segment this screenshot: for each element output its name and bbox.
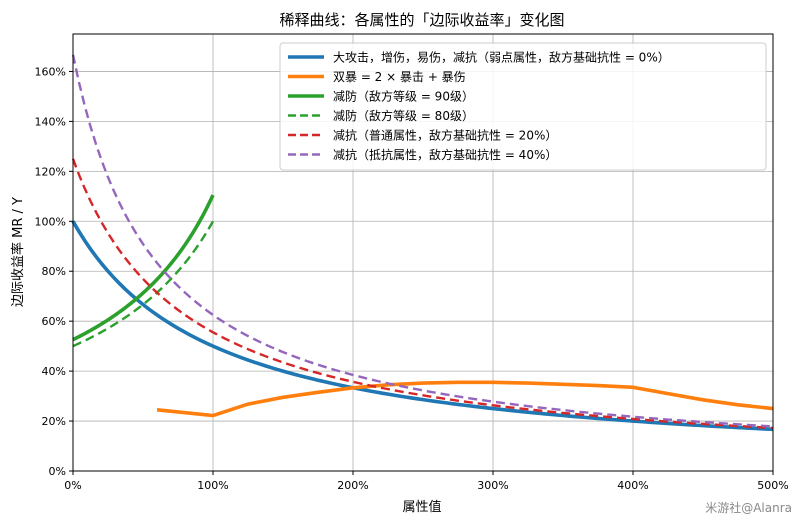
legend-label-3: 减防（敌方等级 = 90级） <box>333 89 474 104</box>
legend-label-2: 双暴 = 2 × 暴击 + 暴伤 <box>333 70 466 84</box>
y-tick-label-140: 140% <box>35 115 66 128</box>
x-axis-title: 属性值 <box>402 499 441 515</box>
y-tick-label-100: 100% <box>35 215 66 228</box>
y-axis: 0% 20% 40% 60% 80% 100% 120% 140% 160% <box>35 65 73 478</box>
y-tick-label-20: 20% <box>42 415 66 428</box>
y-tick-label-40: 40% <box>42 365 66 378</box>
y-tick-label-60: 60% <box>42 315 66 328</box>
x-tick-label-100: 100% <box>197 479 228 492</box>
chart-title: 稀释曲线：各属性的「边际收益率」变化图 <box>279 11 564 29</box>
legend: 大攻击，增伤，易伤，减抗（弱点属性，敌方基础抗性 = 0%） 双暴 = 2 × 暴… <box>279 42 767 171</box>
y-tick-label-160: 160% <box>35 65 66 78</box>
legend-label-4: 减防（敌方等级 = 80级） <box>333 108 474 123</box>
x-tick-label-500: 500% <box>757 479 788 492</box>
x-tick-label-300: 300% <box>477 479 508 492</box>
watermark: 米游社@Alanra <box>705 500 792 515</box>
y-tick-label-120: 120% <box>35 165 66 178</box>
y-tick-label-80: 80% <box>42 265 66 278</box>
series-line-2 <box>156 380 774 418</box>
legend-label-1: 大攻击，增伤，易伤，减抗（弱点属性，敌方基础抗性 = 0%） <box>333 50 670 65</box>
series-line-4 <box>72 220 215 348</box>
plot-frame <box>72 33 774 472</box>
legend-box <box>279 42 767 171</box>
x-tick-label-200: 200% <box>337 479 368 492</box>
y-tick-label-0: 0% <box>49 465 66 478</box>
y-axis-title: 边际收益率 MR / Y <box>10 197 26 307</box>
series-line-3 <box>72 194 215 342</box>
x-axis: 0% 100% 200% 300% 400% 500% <box>64 471 789 492</box>
x-tick-label-0: 0% <box>64 479 81 492</box>
series-line-5 <box>71 158 774 430</box>
legend-label-5: 减抗（普通属性，敌方基础抗性 = 20%） <box>333 128 557 143</box>
x-tick-label-400: 400% <box>617 479 648 492</box>
legend-label-6: 减抗（抵抗属性，敌方基础抗性 = 40%） <box>333 147 557 162</box>
series-line-6 <box>71 54 774 428</box>
series-line-1 <box>71 220 774 432</box>
series-layer <box>71 54 774 432</box>
